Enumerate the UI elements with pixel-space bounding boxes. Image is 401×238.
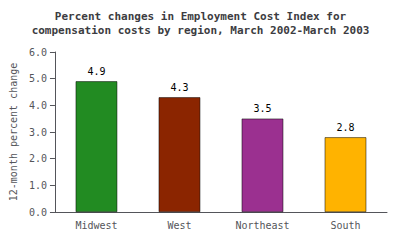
svg-text:3.5: 3.5 [253, 103, 271, 114]
svg-text:5.0: 5.0 [29, 73, 47, 84]
svg-text:South: South [330, 220, 360, 231]
svg-text:Northeast: Northeast [235, 220, 289, 231]
svg-text:12-month percent change: 12-month percent change [8, 63, 19, 201]
svg-text:6.0: 6.0 [29, 47, 47, 58]
svg-text:3.0: 3.0 [29, 127, 47, 138]
svg-text:2.0: 2.0 [29, 153, 47, 164]
svg-text:compensation costs by region,: compensation costs by region, March 2002… [32, 24, 370, 37]
svg-text:4.3: 4.3 [170, 82, 188, 93]
svg-text:Percent changes in Employment: Percent changes in Employment Cost Index… [55, 10, 347, 23]
svg-text:1.0: 1.0 [29, 180, 47, 191]
svg-text:4.9: 4.9 [87, 66, 105, 77]
svg-text:0.0: 0.0 [29, 207, 47, 218]
svg-text:2.8: 2.8 [336, 122, 354, 133]
svg-text:4.0: 4.0 [29, 100, 47, 111]
svg-text:West: West [167, 220, 191, 231]
svg-text:Midwest: Midwest [75, 220, 117, 231]
